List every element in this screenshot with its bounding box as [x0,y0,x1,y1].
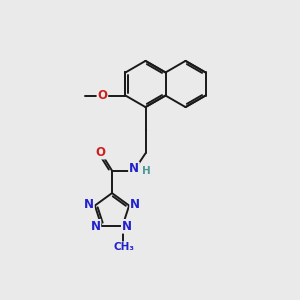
Text: H: H [142,166,151,176]
Text: N: N [122,220,132,233]
Text: O: O [98,89,107,102]
Text: CH₃: CH₃ [113,242,134,252]
Text: N: N [129,162,139,175]
Text: N: N [84,198,94,211]
Text: O: O [95,146,106,159]
Text: N: N [130,198,140,211]
Text: N: N [90,220,100,233]
